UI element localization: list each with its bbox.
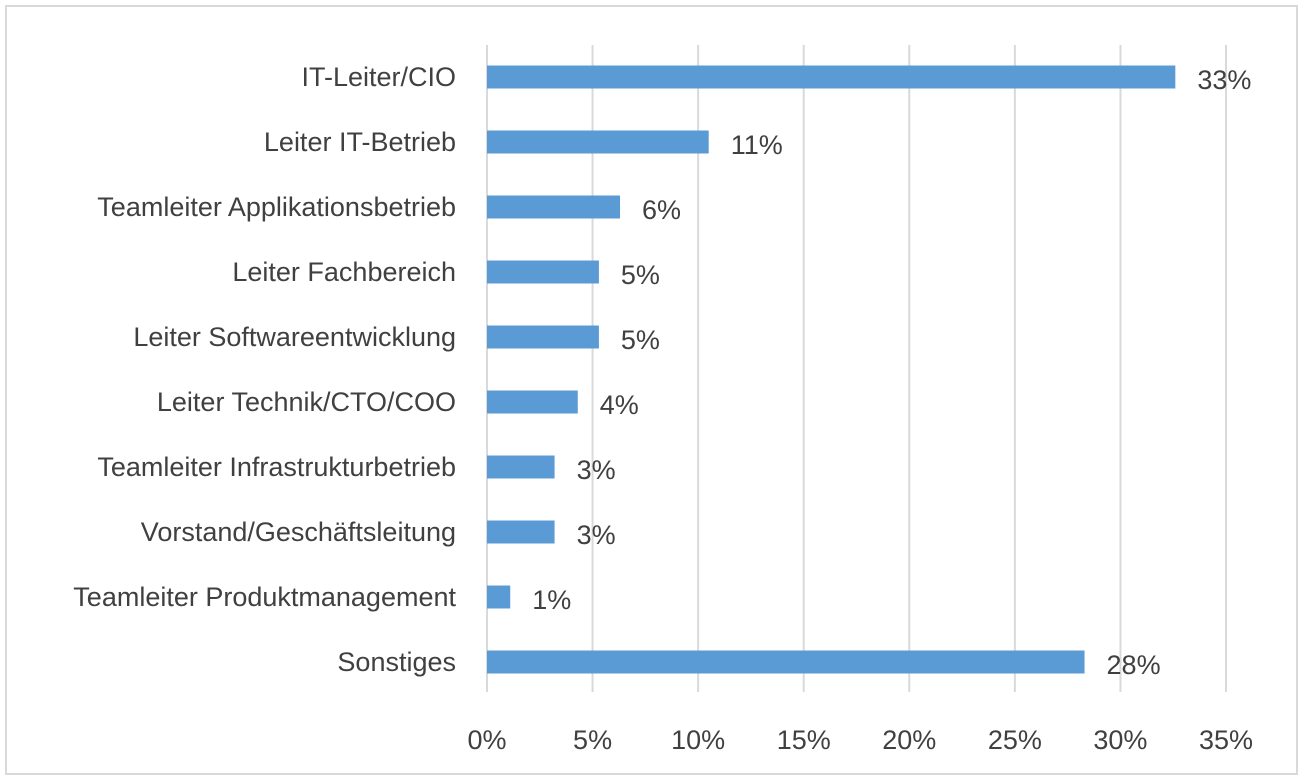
data-label-1: 11%	[731, 130, 783, 160]
data-label-6: 3%	[577, 455, 616, 485]
bars	[487, 65, 1176, 674]
category-label-3: Leiter Fachbereich	[232, 257, 456, 287]
x-tick-label-7: 35%	[1199, 725, 1253, 755]
x-tick-label-3: 15%	[777, 725, 831, 755]
category-label-7: Vorstand/Geschäftsleitung	[141, 517, 456, 547]
category-label-9: Sonstiges	[337, 647, 456, 677]
category-label-0: IT-Leiter/CIO	[301, 62, 456, 92]
data-labels: 33% 11% 6% 5% 5% 4% 3% 3% 1% 28%	[532, 65, 1251, 680]
bar-7	[487, 520, 555, 544]
data-label-8: 1%	[532, 585, 571, 615]
data-label-3: 5%	[621, 260, 660, 290]
bar-4	[487, 325, 599, 349]
data-label-7: 3%	[577, 520, 616, 550]
bar-8	[487, 585, 511, 609]
x-tick-label-2: 10%	[671, 725, 725, 755]
bar-1	[487, 130, 709, 154]
category-label-5: Leiter Technik/CTO/COO	[157, 387, 456, 417]
x-tick-label-5: 25%	[988, 725, 1042, 755]
category-label-4: Leiter Softwareentwicklung	[133, 322, 456, 352]
category-labels: IT-Leiter/CIO Leiter IT-Betrieb Teamleiter…	[73, 62, 456, 677]
data-label-5: 4%	[600, 390, 639, 420]
bar-9	[487, 650, 1085, 674]
bar-6	[487, 455, 555, 479]
bar-3	[487, 260, 599, 284]
data-label-0: 33%	[1197, 65, 1251, 95]
x-tick-label-0: 0%	[467, 725, 506, 755]
category-label-8: Teamleiter Produktmanagement	[73, 582, 456, 612]
x-tick-label-6: 30%	[1093, 725, 1147, 755]
x-axis-tick-labels: 0% 5% 10% 15% 20% 25% 30% 35%	[467, 725, 1253, 755]
category-label-6: Teamleiter Infrastrukturbetrieb	[97, 452, 456, 482]
x-tick-label-4: 20%	[882, 725, 936, 755]
bar-2	[487, 195, 621, 219]
category-label-2: Teamleiter Applikationsbetrieb	[97, 192, 456, 222]
category-label-1: Leiter IT-Betrieb	[264, 127, 456, 157]
data-label-4: 5%	[621, 325, 660, 355]
x-tick-label-1: 5%	[573, 725, 612, 755]
data-label-2: 6%	[642, 195, 681, 225]
bar-5	[487, 390, 578, 414]
bar-0	[487, 65, 1176, 89]
data-label-9: 28%	[1107, 650, 1161, 680]
